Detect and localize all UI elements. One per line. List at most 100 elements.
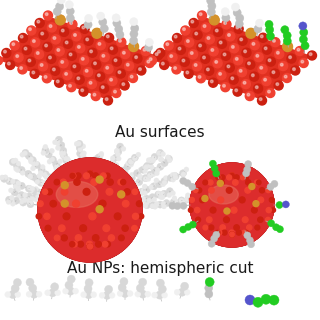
- Circle shape: [143, 176, 148, 181]
- Circle shape: [91, 179, 97, 185]
- Circle shape: [200, 197, 205, 203]
- Circle shape: [89, 213, 96, 220]
- Circle shape: [87, 171, 92, 176]
- Circle shape: [130, 187, 135, 192]
- Circle shape: [22, 151, 28, 156]
- Circle shape: [139, 176, 144, 180]
- Circle shape: [247, 225, 252, 230]
- Circle shape: [81, 160, 87, 167]
- Circle shape: [230, 232, 234, 237]
- Circle shape: [255, 86, 258, 89]
- Circle shape: [44, 76, 47, 78]
- Circle shape: [150, 183, 157, 190]
- Circle shape: [100, 161, 105, 166]
- Circle shape: [78, 147, 83, 152]
- Circle shape: [282, 201, 289, 208]
- Circle shape: [29, 188, 34, 193]
- Circle shape: [109, 292, 115, 298]
- Circle shape: [222, 230, 227, 235]
- Circle shape: [196, 217, 201, 222]
- Circle shape: [234, 24, 243, 33]
- Circle shape: [116, 152, 121, 157]
- Circle shape: [193, 62, 202, 71]
- Circle shape: [268, 90, 270, 93]
- Circle shape: [254, 25, 262, 33]
- Circle shape: [226, 32, 235, 41]
- Circle shape: [99, 200, 106, 207]
- Circle shape: [128, 174, 135, 181]
- Circle shape: [106, 164, 111, 169]
- Circle shape: [207, 0, 215, 5]
- Circle shape: [275, 50, 284, 59]
- Circle shape: [114, 174, 121, 181]
- Circle shape: [250, 72, 259, 81]
- Circle shape: [38, 158, 142, 262]
- Circle shape: [56, 15, 65, 24]
- Circle shape: [56, 3, 64, 11]
- Circle shape: [114, 59, 117, 62]
- Circle shape: [64, 161, 71, 168]
- Circle shape: [230, 173, 234, 178]
- Circle shape: [87, 171, 92, 176]
- Circle shape: [92, 60, 101, 69]
- Circle shape: [271, 208, 276, 212]
- Circle shape: [39, 30, 48, 39]
- Circle shape: [61, 200, 68, 207]
- Circle shape: [149, 165, 154, 170]
- Circle shape: [105, 168, 112, 175]
- Circle shape: [182, 59, 185, 62]
- Circle shape: [180, 202, 187, 209]
- Circle shape: [266, 217, 270, 222]
- Circle shape: [190, 164, 274, 247]
- Circle shape: [10, 201, 15, 206]
- Circle shape: [59, 151, 64, 156]
- Circle shape: [158, 157, 163, 162]
- Circle shape: [61, 60, 64, 63]
- Circle shape: [154, 181, 159, 186]
- Circle shape: [195, 32, 197, 35]
- Circle shape: [85, 175, 90, 180]
- Circle shape: [174, 289, 180, 295]
- Circle shape: [147, 60, 150, 63]
- Circle shape: [266, 188, 271, 193]
- Circle shape: [78, 156, 85, 163]
- Circle shape: [235, 20, 243, 28]
- Circle shape: [130, 75, 133, 78]
- Circle shape: [65, 156, 70, 161]
- Circle shape: [47, 174, 53, 181]
- Circle shape: [59, 225, 65, 231]
- Circle shape: [246, 180, 251, 185]
- Circle shape: [283, 31, 291, 39]
- Circle shape: [58, 142, 65, 149]
- Circle shape: [104, 172, 109, 177]
- Circle shape: [2, 49, 11, 58]
- Circle shape: [99, 162, 103, 166]
- Circle shape: [283, 37, 291, 45]
- Circle shape: [50, 200, 57, 207]
- Circle shape: [63, 288, 68, 294]
- Circle shape: [205, 35, 214, 44]
- Circle shape: [20, 152, 25, 157]
- Circle shape: [63, 213, 70, 220]
- Circle shape: [197, 188, 202, 193]
- Circle shape: [112, 14, 120, 22]
- Circle shape: [248, 31, 251, 33]
- Circle shape: [55, 141, 60, 146]
- Circle shape: [180, 177, 187, 184]
- Circle shape: [16, 194, 21, 199]
- Circle shape: [116, 143, 124, 150]
- Circle shape: [145, 43, 153, 52]
- Circle shape: [185, 197, 189, 202]
- Circle shape: [85, 162, 90, 167]
- Circle shape: [37, 201, 43, 206]
- Circle shape: [230, 173, 234, 178]
- Circle shape: [34, 161, 39, 166]
- Circle shape: [37, 173, 42, 179]
- Circle shape: [8, 62, 10, 65]
- Circle shape: [100, 173, 106, 179]
- Circle shape: [189, 183, 196, 190]
- Circle shape: [234, 175, 239, 180]
- Circle shape: [45, 290, 51, 296]
- Circle shape: [178, 47, 181, 50]
- Circle shape: [213, 231, 220, 238]
